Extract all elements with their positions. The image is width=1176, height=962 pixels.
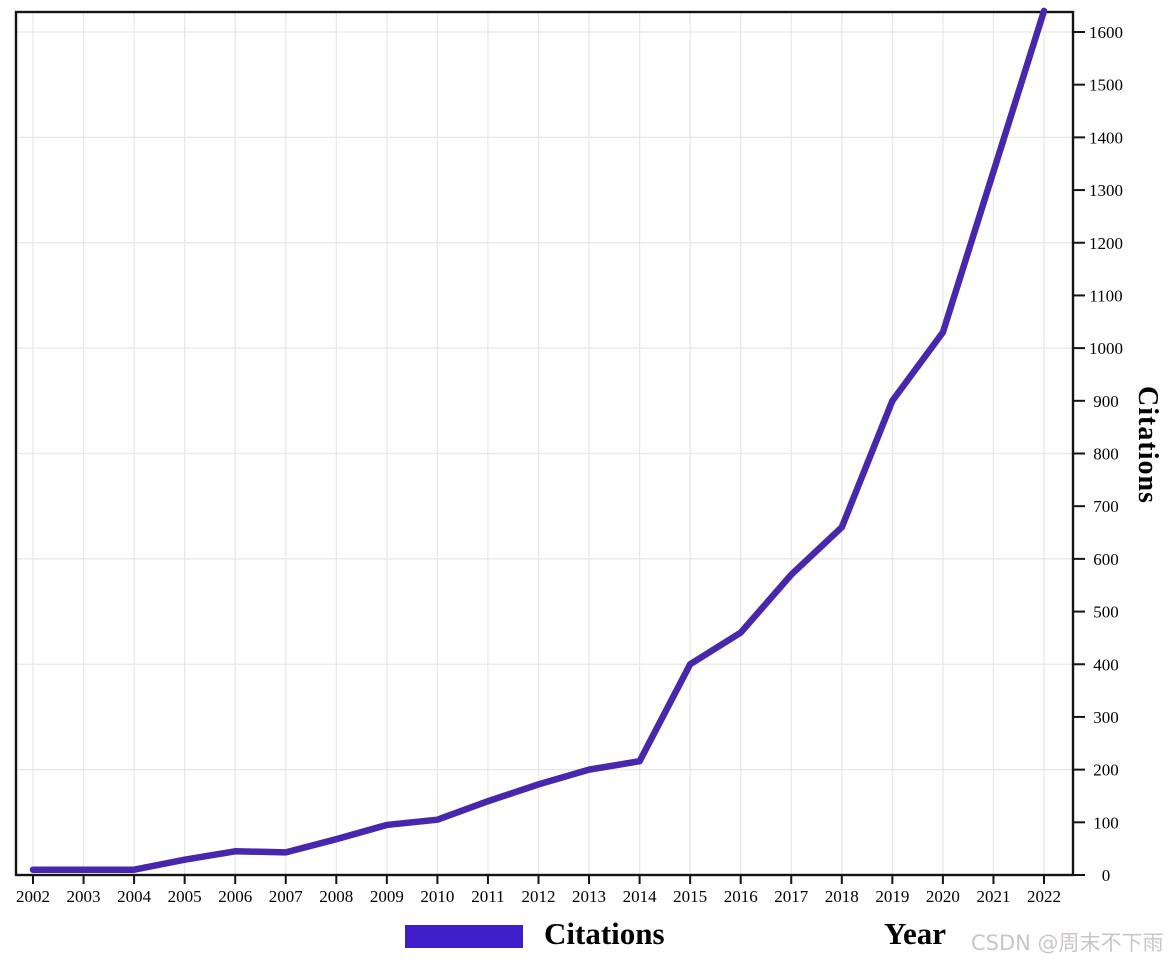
x-tick-label: 2002 bbox=[16, 887, 50, 906]
watermark: CSDN @周末不下雨 bbox=[971, 931, 1164, 955]
x-tick-label: 2018 bbox=[825, 887, 859, 906]
x-axis-title: Year bbox=[884, 916, 946, 951]
y-tick-label: 0 bbox=[1102, 866, 1111, 885]
x-tick-label: 2016 bbox=[724, 887, 758, 906]
y-tick-label: 1300 bbox=[1089, 181, 1123, 200]
y-tick-label: 200 bbox=[1093, 761, 1119, 780]
y-tick-label: 900 bbox=[1093, 392, 1119, 411]
x-tick-label: 2009 bbox=[370, 887, 404, 906]
x-tick-label: 2003 bbox=[67, 887, 101, 906]
y-tick-label: 300 bbox=[1093, 708, 1119, 727]
x-tick-label: 2013 bbox=[572, 887, 606, 906]
legend-label: Citations bbox=[544, 916, 665, 951]
y-tick-label: 600 bbox=[1093, 550, 1119, 569]
x-tick-label: 2021 bbox=[976, 887, 1010, 906]
y-tick-label: 1100 bbox=[1089, 286, 1122, 305]
y-axis-title: Citations bbox=[1132, 386, 1163, 504]
y-tick-label: 1000 bbox=[1089, 339, 1123, 358]
x-tick-label: 2020 bbox=[926, 887, 960, 906]
y-tick-label: 800 bbox=[1093, 445, 1119, 464]
x-tick-label: 2004 bbox=[117, 887, 152, 906]
y-tick-label: 500 bbox=[1093, 603, 1119, 622]
x-tick-label: 2022 bbox=[1027, 887, 1061, 906]
y-tick-label: 400 bbox=[1093, 655, 1119, 674]
x-tick-label: 2014 bbox=[623, 887, 658, 906]
x-tick-label: 2015 bbox=[673, 887, 707, 906]
citations-series-line bbox=[29, 7, 1048, 873]
y-tick-label: 1600 bbox=[1089, 23, 1123, 42]
x-tick-label: 2012 bbox=[522, 887, 556, 906]
y-tick-label: 1500 bbox=[1089, 76, 1123, 95]
x-tick-label: 2006 bbox=[218, 887, 252, 906]
x-tick-label: 2019 bbox=[875, 887, 909, 906]
x-tick-label: 2008 bbox=[319, 887, 353, 906]
y-tick-label: 700 bbox=[1093, 497, 1119, 516]
legend-swatch bbox=[405, 925, 523, 948]
plot-border bbox=[14, 10, 1075, 877]
y-tick-label: 100 bbox=[1093, 813, 1119, 832]
y-tick-label: 1400 bbox=[1089, 128, 1123, 147]
x-tick-label: 2011 bbox=[471, 887, 504, 906]
x-tick-label: 2010 bbox=[420, 887, 454, 906]
y-tick-label: 1200 bbox=[1089, 234, 1123, 253]
x-tick-label: 2017 bbox=[774, 887, 809, 906]
x-tick-label: 2005 bbox=[168, 887, 202, 906]
x-tick-label: 2007 bbox=[269, 887, 304, 906]
